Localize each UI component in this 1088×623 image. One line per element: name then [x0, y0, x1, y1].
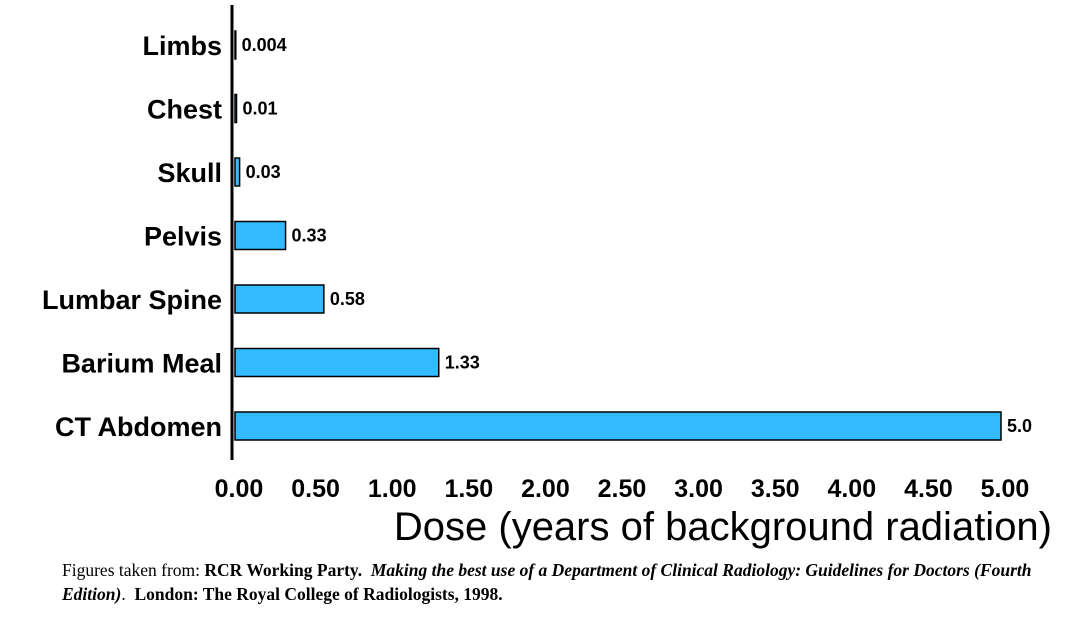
- category-label-skull: Skull: [157, 158, 222, 188]
- value-label-pelvis: 0.33: [292, 226, 327, 246]
- value-label-chest: 0.01: [243, 99, 278, 119]
- bar-pelvis: [234, 220, 287, 251]
- x-tick-label: 2.00: [521, 475, 570, 503]
- value-label-barium-meal: 1.33: [445, 353, 480, 373]
- bar-barium-meal: [234, 347, 440, 378]
- caption-publisher: London: The Royal College of Radiologist…: [134, 584, 503, 604]
- bars-layer: [234, 30, 1002, 441]
- category-label-pelvis: Pelvis: [144, 222, 222, 252]
- category-labels: Limbs Chest Skull Pelvis Lumbar Spine Barium …: [42, 31, 222, 442]
- source-caption: Figures taken from: RCR Working Party. M…: [62, 558, 1072, 606]
- category-label-limbs: Limbs: [142, 31, 222, 61]
- category-label-lumbar-spine: Lumbar Spine: [42, 285, 222, 315]
- category-label-barium-meal: Barium Meal: [61, 349, 222, 379]
- caption-prefix: Figures taken from:: [62, 560, 205, 580]
- x-axis-title: Dose (years of background radiation): [394, 505, 1052, 549]
- x-tick-label: 4.50: [904, 475, 953, 503]
- x-tick-label: 4.00: [827, 475, 876, 503]
- value-labels: 0.004 0.01 0.03 0.33 0.58 1.33 5.0: [242, 35, 1032, 436]
- x-tick-label: 3.50: [751, 475, 800, 503]
- bar-skull: [234, 157, 241, 187]
- caption-source: RCR Working Party.: [204, 560, 363, 580]
- bar-lumbar-spine: [234, 284, 325, 314]
- category-label-ct-abdomen: CT Abdomen: [55, 412, 222, 442]
- value-label-lumbar-spine: 0.58: [330, 289, 365, 309]
- value-label-limbs: 0.004: [242, 35, 287, 55]
- category-label-chest: Chest: [147, 95, 222, 125]
- x-tick-label: 5.00: [981, 475, 1030, 503]
- value-label-ct-abdomen: 5.0: [1007, 416, 1032, 436]
- bar-ct-abdomen: [234, 411, 1002, 441]
- x-tick-label: 1.50: [444, 475, 493, 503]
- x-tick-label: 0.50: [291, 475, 340, 503]
- bar-chest: [234, 93, 238, 124]
- x-tick-label: 2.50: [598, 475, 647, 503]
- x-tick-label: 1.00: [368, 475, 417, 503]
- value-label-skull: 0.03: [246, 162, 281, 182]
- x-tick-label: 3.00: [674, 475, 723, 503]
- caption-period: .: [121, 584, 126, 604]
- caption-title: Making the best use of a Department of C…: [62, 560, 1032, 604]
- dose-bar-chart: Limbs Chest Skull Pelvis Lumbar Spine Barium …: [42, 5, 1052, 549]
- x-tick-labels: 0.00 0.50 1.00 1.50 2.00 2.50 3.00 3.50 4.00 4.50…: [215, 475, 1030, 503]
- x-tick-label: 0.00: [215, 475, 264, 503]
- bar-limbs: [234, 30, 237, 60]
